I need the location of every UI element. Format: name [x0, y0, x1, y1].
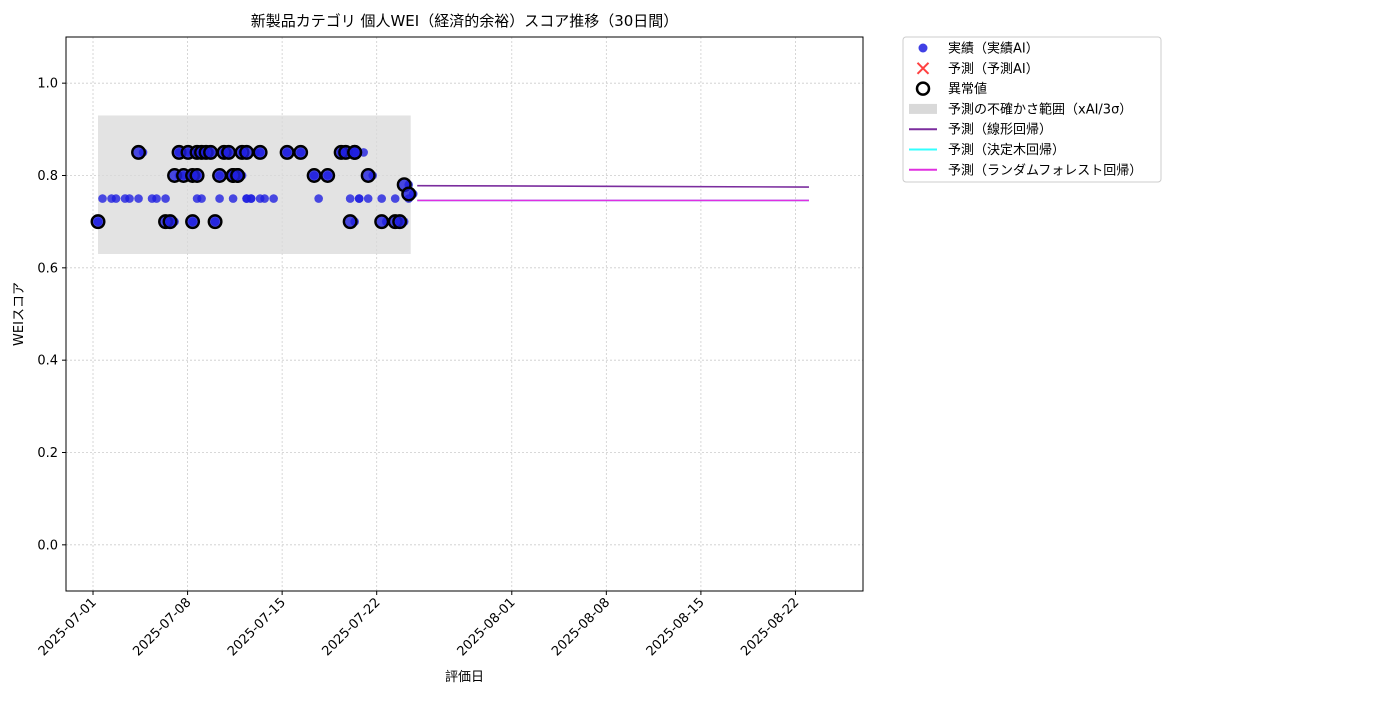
actual-point: [260, 194, 269, 203]
legend-item-linear: 予測（線形回帰）: [909, 122, 1052, 138]
actual-point: [269, 194, 278, 203]
actual-point: [390, 194, 400, 203]
anomaly-marker: [212, 167, 228, 183]
anomaly-marker: [162, 214, 178, 230]
uncertainty-band: [98, 115, 411, 254]
anomaly-marker: [374, 214, 390, 230]
x-tick-label: 2025-08-08: [549, 595, 613, 659]
actual-point: [111, 194, 121, 203]
anomaly-markers-layer: [90, 144, 417, 230]
y-tick-label: 0.2: [37, 446, 58, 461]
legend-band-swatch: [909, 103, 937, 114]
anomaly-marker: [131, 144, 147, 160]
predicted-x-stroke: [916, 62, 930, 75]
legend-label-linear: 予測（線形回帰）: [948, 122, 1052, 138]
legend-label-band: 予測の不確かさ範囲（xAI/3σ）: [948, 101, 1132, 117]
x-tick-label: 2025-07-01: [36, 595, 100, 659]
legend-item-forest: 予測（ランダムフォレスト回帰）: [909, 162, 1142, 178]
legend-label-anomaly: 異常値: [948, 81, 987, 97]
actual-point: [246, 194, 256, 203]
prediction-lines-layer: [417, 184, 809, 202]
y-axis-label: WEIスコア: [12, 282, 27, 346]
actual-point: [354, 194, 364, 203]
actual-point: [363, 194, 373, 203]
legend-item-band: 予測の不確かさ範囲（xAI/3σ）: [909, 101, 1132, 117]
anomaly-marker: [221, 144, 237, 160]
legend-box: [902, 36, 1162, 183]
y-tick-label: 0.6: [37, 261, 58, 276]
anomaly-marker: [203, 144, 219, 160]
anomaly-marker: [401, 186, 417, 202]
anomaly-marker: [207, 214, 223, 230]
uncertainty-band-layer: [98, 115, 411, 254]
y-tick-label: 0.4: [37, 354, 58, 369]
x-tick-label: 2025-08-01: [455, 595, 519, 659]
x-tick-label: 2025-07-22: [319, 595, 383, 659]
anomaly-marker: [239, 144, 255, 160]
legend-label-forest: 予測（ランダムフォレスト回帰）: [948, 162, 1142, 178]
legend-actual-marker: [918, 43, 928, 53]
x-tick-label: 2025-07-15: [225, 595, 289, 659]
legend-label-tree: 予測（決定木回帰）: [948, 142, 1065, 158]
x-axis: 2025-07-01 2025-07-08 2025-07-15 2025-07-22…: [36, 591, 802, 659]
legend: 実績（実績AI） 予測（予測AI） 異常値 予測の不確かさ範囲（xAI/3σ） …: [902, 36, 1162, 183]
anomaly-marker: [347, 144, 363, 160]
anomaly-marker: [320, 167, 336, 183]
legend-anomaly-marker: [915, 81, 931, 96]
legend-item-tree: 予測（決定木回帰）: [909, 142, 1065, 158]
y-axis: 0.0 0.2 0.4 0.6 0.8 1.0: [37, 77, 66, 553]
actual-point: [98, 194, 107, 203]
legend-predicted-x-icon: [916, 62, 930, 75]
legend-item-predicted: 予測（予測AI）: [916, 62, 1039, 77]
actual-point: [134, 194, 143, 203]
legend-item-anomaly: 異常値: [915, 81, 987, 97]
x-axis-label: 評価日: [445, 670, 484, 685]
anomaly-marker: [90, 214, 106, 230]
actual-point: [152, 194, 161, 203]
x-tick-label: 2025-08-15: [644, 595, 708, 659]
actual-point: [215, 194, 224, 203]
anomaly-marker: [392, 214, 408, 230]
anomaly-marker: [189, 167, 205, 183]
prediction-line: [417, 184, 809, 188]
y-tick-label: 1.0: [37, 77, 58, 92]
x-tick-label: 2025-07-08: [130, 595, 194, 659]
anomaly-marker: [306, 167, 322, 183]
legend-item-actual: 実績（実績AI）: [918, 41, 1039, 57]
actual-point: [192, 194, 202, 203]
y-tick-label: 0.0: [37, 538, 58, 553]
anomaly-marker: [185, 214, 201, 230]
anomaly-marker: [293, 144, 309, 160]
plot-frame: [65, 36, 864, 592]
x-tick-label: 2025-08-22: [738, 595, 802, 659]
anomaly-marker: [230, 167, 246, 183]
anomaly-marker: [252, 144, 268, 160]
actual-point: [345, 194, 355, 203]
legend-label-predicted: 予測（予測AI）: [948, 62, 1039, 77]
actual-point: [161, 194, 170, 203]
actual-point: [228, 194, 238, 203]
anomaly-marker: [279, 144, 295, 160]
anomaly-marker: [342, 214, 358, 230]
anomaly-marker: [360, 167, 376, 183]
actual-point: [377, 194, 386, 203]
y-tick-label: 0.8: [37, 169, 58, 184]
legend-label-actual: 実績（実績AI）: [948, 41, 1039, 57]
chart-title: 新製品カテゴリ 個人WEI（経済的余裕）スコア推移（30日間）: [251, 12, 679, 30]
actual-point: [314, 194, 323, 203]
actual-point: [125, 194, 134, 203]
